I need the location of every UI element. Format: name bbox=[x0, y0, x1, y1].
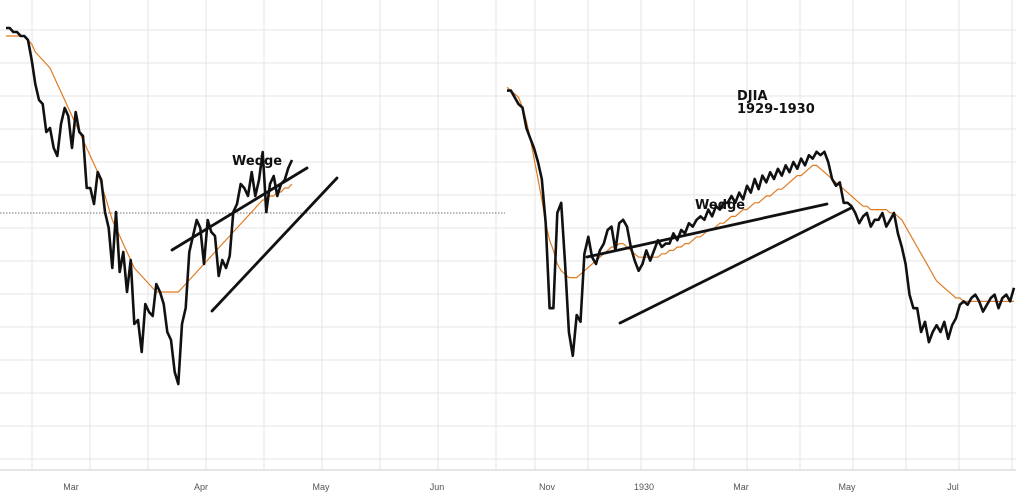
right-wedge-lower-trendline bbox=[618, 206, 853, 325]
left-x-axis: Mar Apr May Jun bbox=[63, 482, 444, 492]
right-wedge-label: Wedge bbox=[695, 198, 745, 213]
right-x-tick: Mar bbox=[733, 482, 749, 492]
right-price-line bbox=[507, 89, 1016, 358]
left-price-line bbox=[6, 26, 294, 386]
left-x-tick: Jun bbox=[430, 482, 445, 492]
left-wedge-lower-trendline bbox=[210, 176, 339, 313]
left-wedge-upper-trendline bbox=[170, 166, 309, 252]
right-grid bbox=[505, 0, 1016, 470]
left-x-tick: Mar bbox=[63, 482, 79, 492]
left-x-tick: Apr bbox=[194, 482, 208, 492]
left-chart-panel: Wedge Mar Apr May Jun bbox=[0, 0, 505, 498]
right-x-tick: 1930 bbox=[634, 482, 654, 492]
right-x-axis: Nov 1930 Mar May Jul bbox=[539, 482, 959, 492]
left-wedge-label: Wedge bbox=[232, 154, 282, 169]
right-wedge-upper-trendline bbox=[585, 202, 829, 259]
right-title-line-2: 1929-1930 bbox=[737, 102, 815, 117]
right-chart-panel: Wedge DJIA 1929-1930 Nov 1930 Mar May Ju… bbox=[505, 0, 1016, 498]
right-moving-average-line bbox=[506, 86, 1014, 302]
right-chart-title: DJIA 1929-1930 bbox=[737, 89, 815, 117]
right-x-tick: Jul bbox=[947, 482, 959, 492]
left-chart: Wedge Mar Apr May Jun bbox=[0, 0, 505, 492]
right-x-tick: Nov bbox=[539, 482, 556, 492]
left-x-tick: May bbox=[312, 482, 330, 492]
right-title-line-1: DJIA bbox=[737, 89, 768, 104]
left-moving-average-line bbox=[6, 35, 293, 293]
right-chart: Wedge DJIA 1929-1930 Nov 1930 Mar May Ju… bbox=[505, 0, 1016, 492]
left-grid bbox=[0, 0, 505, 470]
right-x-tick: May bbox=[838, 482, 856, 492]
